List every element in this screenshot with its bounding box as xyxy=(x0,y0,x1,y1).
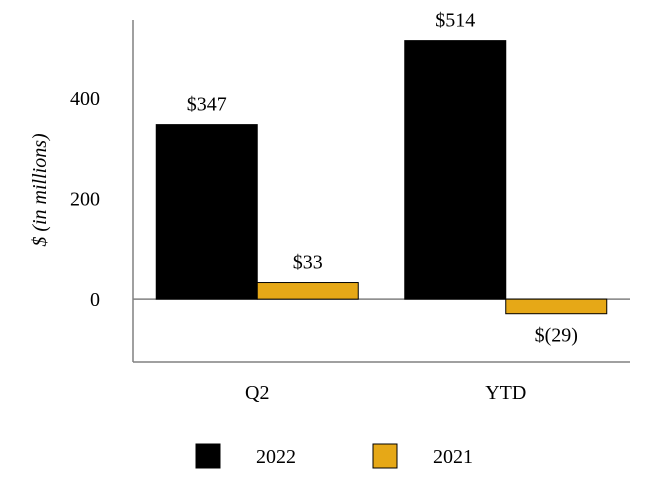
legend-swatch-2021 xyxy=(372,443,398,469)
bar-2021-YTD xyxy=(505,298,608,315)
legend-swatch-2022 xyxy=(195,443,221,469)
category-label-Q2: Q2 xyxy=(245,382,269,404)
data-label-2022-Q2: $347 xyxy=(187,94,227,116)
y-tick-label-400: 400 xyxy=(70,88,100,110)
y-tick-labels: 0 200 400 xyxy=(70,88,100,311)
bars xyxy=(155,40,608,315)
bar-2022-Q2 xyxy=(155,124,258,300)
legend: 2022 2021 xyxy=(195,443,473,469)
legend-label-2022: 2022 xyxy=(256,446,296,468)
category-labels: Q2 YTD xyxy=(245,382,526,404)
y-tick-label-200: 200 xyxy=(70,189,100,211)
legend-label-2021: 2021 xyxy=(433,446,473,468)
data-label-2021-YTD: $(29) xyxy=(535,325,578,347)
data-label-2022-YTD: $514 xyxy=(435,10,475,32)
category-label-YTD: YTD xyxy=(485,382,526,404)
y-axis-title-group: $ (in millions) xyxy=(29,133,51,247)
y-axis-title: $ (in millions) xyxy=(29,133,51,247)
data-label-2021-Q2: $33 xyxy=(293,252,323,274)
y-tick-label-0: 0 xyxy=(90,289,100,311)
bar-2022-YTD xyxy=(404,40,507,300)
data-labels: $347 $33 $514 $(29) xyxy=(187,10,578,347)
bar-2021-Q2 xyxy=(256,282,359,300)
